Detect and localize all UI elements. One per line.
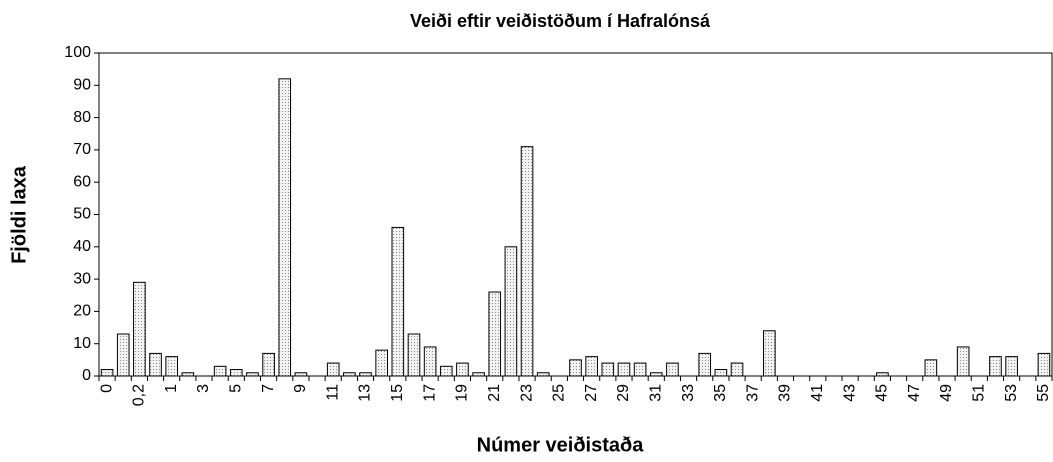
bar [714, 369, 728, 377]
bar [617, 362, 631, 377]
bar [730, 362, 744, 377]
x-tick-label: 51 [971, 384, 988, 402]
bar [116, 333, 130, 377]
bar [763, 330, 776, 377]
bar [698, 352, 712, 377]
x-tick-label: 27 [583, 384, 600, 402]
x-tick-label: 35 [712, 384, 729, 402]
plot-area [98, 52, 1053, 377]
bar [229, 369, 243, 377]
x-tick-label: 41 [809, 384, 826, 402]
y-tick-label: 60 [73, 173, 91, 190]
x-tick-label: 45 [874, 384, 891, 402]
bar [633, 362, 647, 377]
x-tick-label: 15 [389, 384, 406, 402]
bar [520, 146, 534, 377]
bar [536, 372, 550, 377]
bar [504, 246, 518, 377]
x-tick-label: 49 [938, 384, 955, 402]
bar [165, 356, 179, 377]
x-tick-label: 19 [454, 384, 471, 402]
x-tick-label: 5 [228, 384, 245, 393]
bar [375, 349, 388, 377]
x-tick-label: 0,2 [131, 384, 148, 406]
x-tick-label: 7 [260, 384, 277, 393]
bar [181, 372, 195, 377]
y-tick-label: 0 [82, 367, 91, 384]
bar [262, 352, 275, 377]
bar [1037, 352, 1051, 377]
x-tick-label: 13 [357, 384, 374, 402]
x-axis-title: Númer veiðistaða [477, 434, 645, 456]
y-tick-label: 70 [73, 141, 91, 158]
x-tick-label: 9 [292, 384, 309, 393]
x-tick-label: 23 [518, 384, 535, 402]
x-tick-label: 55 [1035, 384, 1052, 402]
y-axis-title: Fjöldi laxa [8, 165, 30, 264]
y-tick-label: 100 [64, 44, 91, 61]
x-tick-label: 33 [680, 384, 697, 402]
bar [133, 281, 146, 377]
bar [876, 372, 889, 377]
bar [569, 359, 582, 377]
bar [294, 372, 308, 377]
bar [246, 372, 259, 377]
bar [924, 359, 938, 377]
x-tick-label: 3 [195, 384, 212, 393]
bar [391, 226, 405, 377]
bar [423, 346, 437, 377]
y-tick-label: 50 [73, 206, 91, 223]
bar [149, 352, 162, 377]
x-tick-label: 53 [1003, 384, 1020, 402]
bar [472, 372, 485, 377]
bar [956, 346, 970, 377]
y-tick-label: 20 [73, 303, 91, 320]
chart-title: Veiði eftir veiðistöðum í Hafralónsá [410, 11, 711, 31]
bar [407, 333, 421, 377]
x-tick-label: 39 [777, 384, 794, 402]
y-tick-label: 80 [73, 109, 91, 126]
bar [649, 372, 663, 377]
y-tick-label: 40 [73, 238, 91, 255]
bar [343, 372, 356, 377]
bar [1005, 356, 1018, 377]
x-tick-label: 29 [615, 384, 632, 402]
x-tick-label: 17 [421, 384, 438, 402]
y-tick-label: 10 [73, 335, 91, 352]
bar [666, 362, 679, 377]
x-tick-label: 43 [841, 384, 858, 402]
bar [488, 291, 502, 377]
x-tick-label: 11 [324, 384, 341, 401]
y-tick-label: 30 [73, 270, 91, 287]
bar [989, 356, 1002, 377]
bar [326, 362, 340, 377]
bar [601, 362, 615, 377]
bar [456, 362, 469, 377]
x-tick-label: 1 [163, 384, 180, 393]
x-tick-label: 0 [98, 384, 115, 393]
bar [585, 356, 598, 377]
bar [100, 369, 114, 377]
y-tick-label: 90 [73, 77, 91, 94]
bar [213, 365, 227, 377]
x-tick-label: 37 [744, 384, 761, 402]
x-tick-label: 31 [647, 384, 664, 402]
bar [278, 78, 292, 377]
bar [439, 365, 453, 377]
bar [359, 372, 372, 377]
x-tick-label: 25 [551, 384, 568, 402]
x-tick-label: 21 [486, 384, 503, 402]
x-tick-label: 47 [906, 384, 923, 402]
